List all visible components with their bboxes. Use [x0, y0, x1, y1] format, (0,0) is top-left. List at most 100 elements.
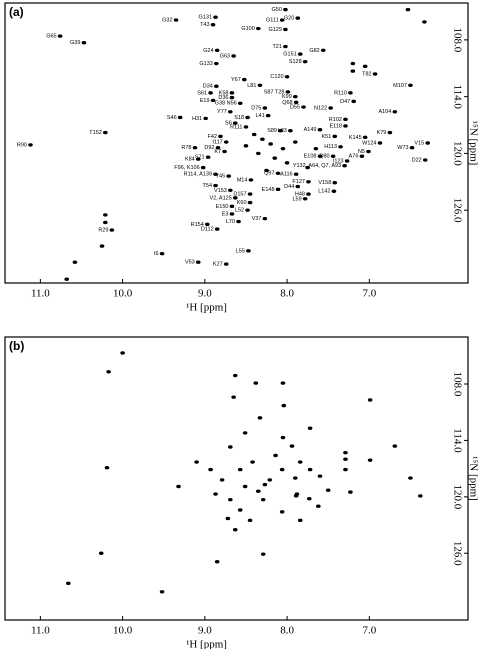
peak — [362, 64, 368, 69]
peak-label: H31 — [192, 116, 202, 122]
peak — [231, 54, 236, 58]
peak-label: L55 — [236, 248, 245, 254]
peak — [103, 220, 108, 225]
peak — [331, 189, 337, 193]
peak — [237, 508, 243, 512]
peak-label: S46 — [167, 115, 177, 121]
peak — [257, 83, 263, 87]
peak — [229, 212, 235, 216]
peak — [229, 91, 235, 95]
peak-label: D157 — [233, 192, 246, 198]
peak-label: I6 — [154, 251, 159, 257]
peak — [208, 91, 213, 95]
peak — [301, 105, 306, 109]
peak — [328, 106, 333, 110]
peak-label: E3 — [222, 211, 229, 217]
peak-label: G24 — [203, 48, 213, 54]
peak — [251, 132, 257, 137]
peak — [255, 151, 261, 156]
peak-label: G131 — [199, 15, 212, 21]
peak-label: K79 — [377, 130, 387, 136]
peak — [214, 227, 220, 231]
peak-label: G65 — [46, 34, 56, 40]
peak — [325, 488, 331, 492]
peak-label: G129 — [268, 27, 281, 33]
peak-label: C120 — [270, 74, 283, 80]
peak-label: Y45 — [215, 174, 225, 180]
peak — [294, 492, 300, 496]
y-tick-label: 126.0 — [451, 541, 463, 566]
peak — [248, 178, 254, 182]
peak — [408, 83, 413, 87]
plot-frame — [4, 336, 469, 621]
peak — [255, 26, 261, 31]
peak — [262, 106, 268, 110]
peak — [338, 145, 343, 149]
peak-label: D112 — [201, 227, 214, 233]
peak — [293, 100, 299, 105]
peak — [317, 154, 323, 158]
peak-label: Y77 — [217, 109, 227, 115]
peak — [343, 117, 348, 122]
peak-label: S87 T28 — [264, 89, 285, 95]
peak — [332, 134, 338, 139]
peak — [159, 590, 165, 594]
peak-label: D34 — [203, 84, 213, 90]
peak — [173, 18, 179, 22]
peak — [200, 165, 206, 170]
peak — [242, 484, 248, 489]
peak — [262, 482, 268, 487]
peak — [99, 244, 105, 248]
peak-label: F42 — [207, 134, 216, 140]
peak — [228, 110, 233, 114]
peak-label: D92 — [204, 145, 214, 151]
peak-label: E108 — [304, 154, 317, 160]
peak-label: R78 — [181, 145, 191, 151]
peak — [293, 94, 298, 99]
y-tick-label: 120.0 — [451, 484, 463, 509]
peak — [57, 34, 63, 38]
peak-label: D44 — [284, 184, 294, 190]
peak-label: G82 — [309, 48, 319, 54]
peak-label: D47 — [340, 99, 350, 105]
peak — [317, 128, 323, 132]
peak — [351, 99, 356, 104]
peak — [243, 125, 249, 129]
peak-label: G133 — [199, 61, 212, 67]
peak-label: K60 — [237, 200, 247, 206]
peak-label: D22 — [412, 157, 422, 163]
peak — [350, 61, 356, 66]
peak — [307, 426, 313, 430]
peak — [343, 124, 348, 128]
peak — [98, 551, 104, 555]
peak — [422, 158, 428, 162]
peak — [377, 141, 383, 145]
peak-label: I123 — [333, 158, 344, 164]
peak-label: T54 — [203, 183, 212, 189]
peak-label: Y67 — [231, 77, 241, 83]
peak-label: K51 — [321, 134, 331, 140]
peak-label: K27 — [213, 262, 223, 268]
peak — [332, 181, 338, 185]
peak — [236, 219, 241, 224]
peak-label: E118 — [330, 123, 342, 129]
peak-label: Y132, A64, Q7, A93 — [293, 163, 341, 169]
peak — [281, 403, 287, 408]
peak-label: R110 — [334, 90, 347, 96]
peak-label: R102 — [329, 117, 342, 123]
peak — [72, 260, 78, 264]
peak — [228, 188, 233, 192]
peak — [243, 144, 249, 148]
peak — [262, 216, 268, 221]
x-axis-title: ¹H [ppm] — [186, 302, 227, 314]
peak — [203, 116, 208, 121]
peak — [306, 180, 311, 184]
peak — [273, 453, 278, 458]
peak — [231, 395, 236, 399]
peak — [215, 146, 221, 150]
peak — [272, 156, 278, 160]
peak-label: T21 — [272, 44, 281, 50]
peak — [247, 200, 253, 205]
peak-label: V15 — [414, 140, 424, 146]
peak — [288, 129, 293, 133]
